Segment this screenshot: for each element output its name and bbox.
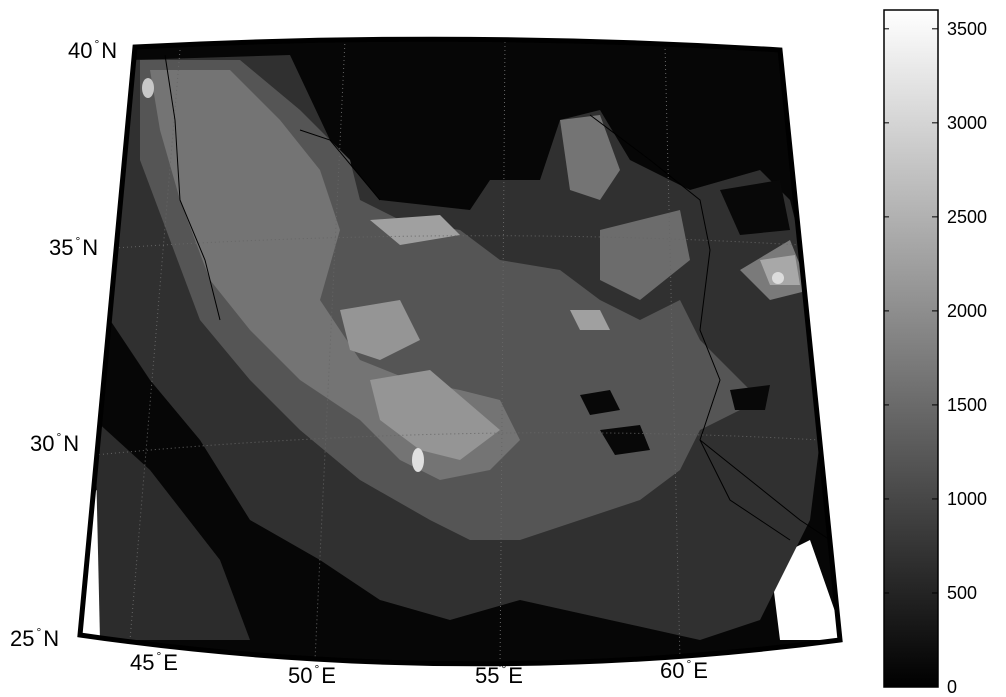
graticule [94, 37, 821, 671]
elevation-contours [80, 39, 840, 664]
lon-label-60: 60 °E [660, 657, 708, 683]
colorbar-gradient [883, 9, 939, 688]
lat-label-25: 25 °N [10, 625, 60, 651]
map-frame [77, 36, 843, 667]
colorbar-tick-label: 1000 [947, 488, 988, 509]
borders [164, 54, 831, 541]
colorbar-tick-label: 2000 [947, 300, 988, 321]
colorbar-tick-label: 3500 [947, 18, 988, 39]
colorbar-tick-label: 2500 [947, 206, 988, 227]
colorbar-tick-label: 0 [947, 677, 958, 697]
lat-label-30: 30 °N [30, 430, 80, 456]
colorbar-tick-label: 500 [947, 582, 978, 603]
lon-label-45: 45 °E [130, 649, 178, 675]
colorbar-tick-label: 1500 [947, 394, 988, 415]
colorbar-tick-label: 3000 [947, 112, 988, 133]
colorbar [883, 9, 939, 689]
lat-label-40: 40 °N [68, 37, 118, 63]
lat-label-35: 35 °N [49, 234, 99, 260]
lon-label-50: 50 °E [288, 662, 336, 688]
lon-label-55: 55 °E [475, 662, 523, 688]
